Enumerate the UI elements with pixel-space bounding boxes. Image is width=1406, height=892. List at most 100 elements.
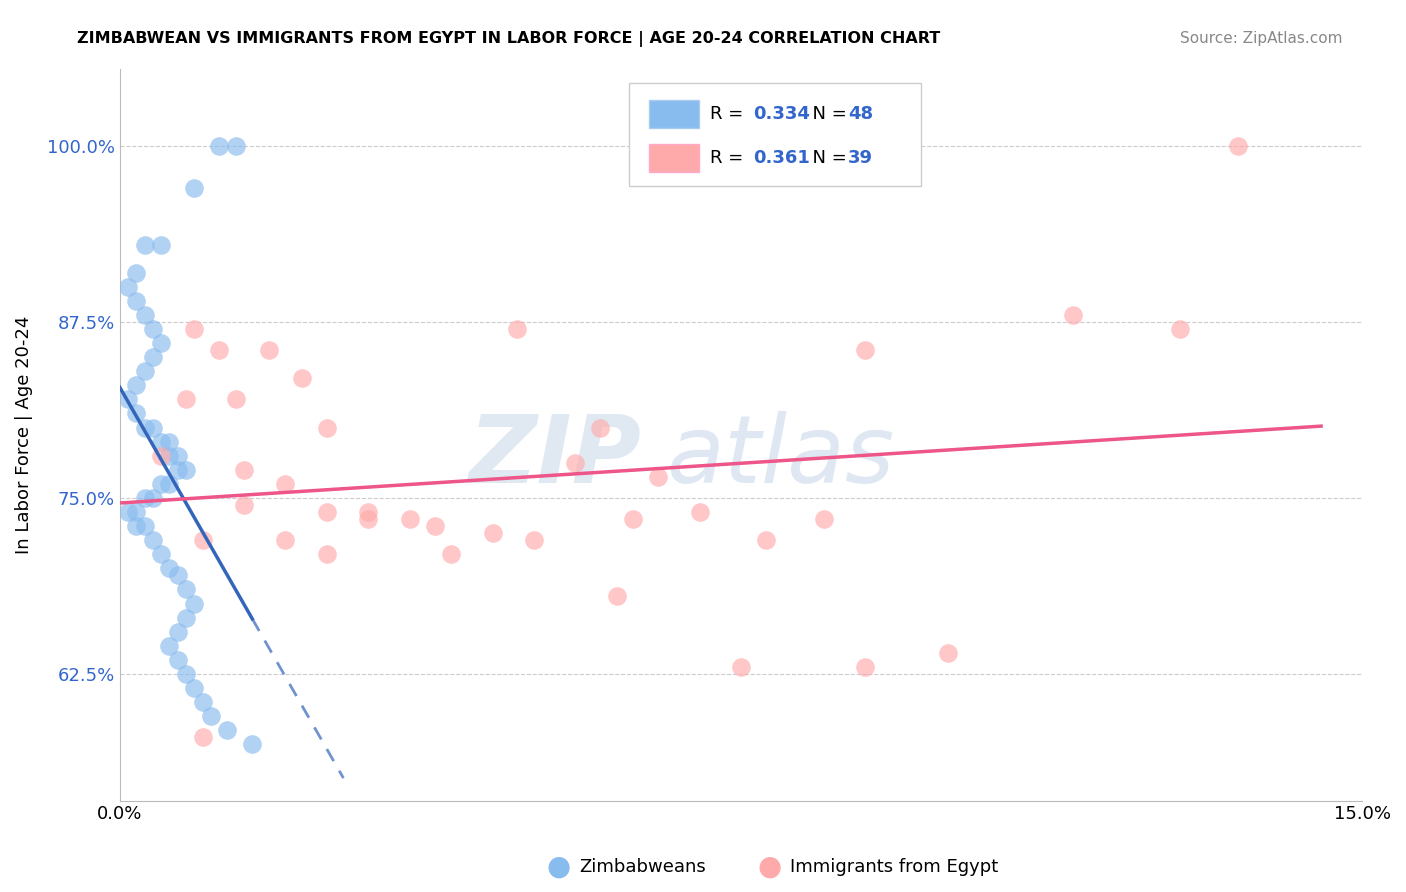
Point [117,505,139,519]
Point [142,491,165,505]
Point [217,723,239,738]
Point [423,519,446,533]
Point [357,512,380,526]
Text: 0.334: 0.334 [754,105,810,123]
Point [208,139,231,153]
Point [174,463,197,477]
Point [936,646,959,660]
Point [357,505,380,519]
Point [159,434,181,449]
Point [142,533,165,548]
Point [240,737,263,751]
Point [523,533,546,548]
Text: 48: 48 [848,105,873,123]
Point [1062,308,1084,322]
Point [150,434,173,449]
Point [125,407,148,421]
Text: 0.361: 0.361 [754,149,810,167]
Point [233,498,256,512]
Point [142,322,165,336]
Text: ZIMBABWEAN VS IMMIGRANTS FROM EGYPT IN LABOR FORCE | AGE 20-24 CORRELATION CHART: ZIMBABWEAN VS IMMIGRANTS FROM EGYPT IN L… [77,31,941,47]
Point [225,392,247,407]
Point [159,561,181,575]
Point [166,463,188,477]
Point [647,470,669,484]
Point [166,568,188,582]
Text: N =: N = [801,149,852,167]
Point [117,392,139,407]
Point [142,420,165,434]
Point [398,512,420,526]
Point [855,660,877,674]
Point [183,322,205,336]
Point [315,547,337,561]
Point [125,378,148,392]
Point [134,491,156,505]
Point [564,456,586,470]
Text: Source: ZipAtlas.com: Source: ZipAtlas.com [1180,31,1343,46]
Point [200,709,222,723]
Y-axis label: In Labor Force | Age 20-24: In Labor Force | Age 20-24 [15,316,32,554]
Point [183,597,205,611]
Point [134,420,156,434]
Point [208,343,231,357]
Point [589,420,612,434]
Point [159,639,181,653]
Point [606,590,628,604]
Point [623,512,645,526]
Point [813,512,835,526]
Point [315,420,337,434]
Point [159,449,181,463]
Point [191,695,214,709]
Point [233,463,256,477]
Point [150,237,173,252]
Point [125,505,148,519]
Point [291,371,314,385]
Point [257,343,280,357]
Point [166,624,188,639]
Point [134,237,156,252]
Point [174,667,197,681]
Text: Zimbabweans: Zimbabweans [579,858,706,876]
Text: N =: N = [801,105,852,123]
FancyBboxPatch shape [650,144,699,172]
Point [117,279,139,293]
Point [134,519,156,533]
Point [134,308,156,322]
Point [730,660,752,674]
Point [166,449,188,463]
Point [506,322,529,336]
Point [174,582,197,597]
Point [125,519,148,533]
Point [191,533,214,548]
Point [166,653,188,667]
Point [150,336,173,351]
Text: Immigrants from Egypt: Immigrants from Egypt [790,858,998,876]
Point [159,476,181,491]
Point [755,533,778,548]
Point [150,547,173,561]
FancyBboxPatch shape [630,83,921,186]
Point [689,505,711,519]
Point [183,681,205,695]
Point [174,392,197,407]
Text: 39: 39 [848,149,873,167]
Point [150,476,173,491]
Point [481,526,503,541]
Point [125,266,148,280]
Point [191,731,214,745]
Point [150,449,173,463]
Point [274,476,297,491]
Text: R =: R = [710,105,749,123]
Point [1227,139,1250,153]
Point [440,547,463,561]
Text: ZIP: ZIP [468,410,641,502]
Text: ●: ● [756,853,782,881]
Text: ●: ● [546,853,571,881]
Point [274,533,297,548]
Point [225,139,247,153]
Text: R =: R = [710,149,749,167]
Point [174,610,197,624]
Point [855,343,877,357]
Text: atlas: atlas [666,411,894,502]
